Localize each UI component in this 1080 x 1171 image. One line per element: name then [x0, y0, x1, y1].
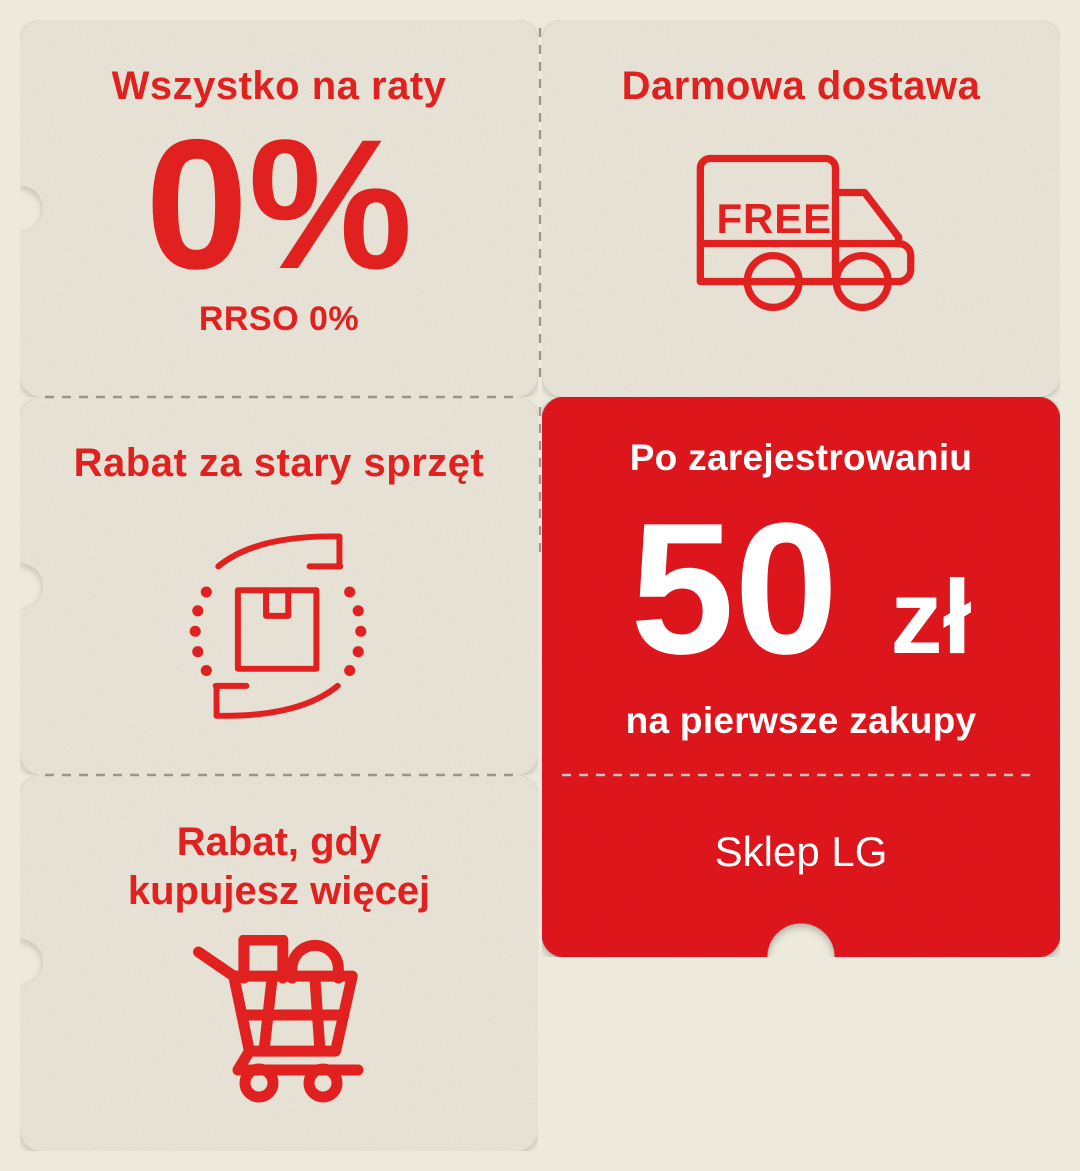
svg-text:FREE: FREE [717, 195, 832, 242]
